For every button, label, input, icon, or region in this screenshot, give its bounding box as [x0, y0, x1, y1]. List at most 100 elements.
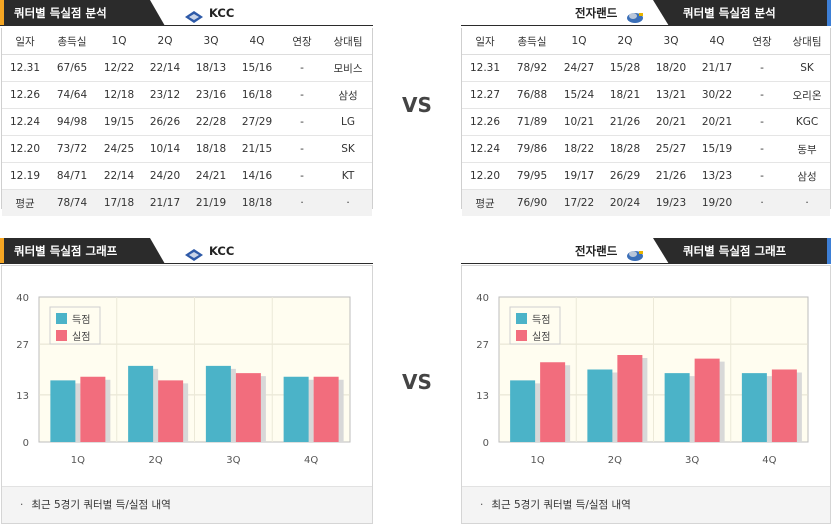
right-team: 전자랜드 [575, 0, 645, 26]
table-cell: 12.19 [2, 162, 48, 190]
y-tick-label: 40 [16, 293, 29, 304]
table-cell: - [280, 54, 324, 82]
right-stats-table: 일자 총득실 1Q 2Q 3Q 4Q 연장 상대팀 12.31 78/92 24/27 15/28 1… [462, 28, 830, 216]
table-cell: 24/20 [142, 162, 188, 190]
table-cell: LG [324, 108, 372, 136]
table-cell: 25/27 [648, 135, 694, 163]
left-graph-header: 쿼터별 득실점 그래프 KCC [0, 238, 373, 264]
allowed-legend-swatch [516, 330, 527, 341]
left-col-header: 2Q [142, 28, 188, 55]
table-cell: 18/22 [556, 135, 602, 163]
table-cell: - [740, 108, 784, 136]
table-cell: 15/19 [694, 135, 740, 163]
table-cell: KT [324, 162, 372, 190]
table-cell: 74/64 [48, 81, 96, 109]
right-col-header: 4Q [694, 28, 740, 55]
average-row: 평균 78/74 17/18 21/17 21/19 18/18 · · [2, 189, 372, 216]
x-tick-label: 2Q [149, 455, 163, 466]
right-graph-team-name: 전자랜드 [575, 244, 618, 258]
table-cell: - [280, 135, 324, 163]
y-tick-label: 40 [476, 293, 489, 304]
table-row: 12.26 74/64 12/18 23/12 23/16 16/18- 삼성 [2, 81, 372, 109]
table-cell: 15/28 [602, 54, 648, 82]
table-cell: 27/29 [234, 108, 280, 136]
table-row: 12.24 79/86 18/22 18/28 25/27 15/19- 동부 [462, 135, 830, 163]
table-cell: 12.31 [2, 54, 48, 82]
average-cell: 평균 [462, 189, 508, 216]
scored-bar [50, 380, 76, 442]
left-chart-footer-text: 최근 5경기 쿼터별 득/실점 내역 [31, 499, 171, 511]
table-cell: 76/88 [508, 81, 556, 109]
y-tick-label: 13 [16, 391, 29, 402]
average-cell: · [784, 189, 830, 216]
allowed-bar [158, 380, 184, 442]
table-cell: 10/21 [556, 108, 602, 136]
left-col-header: 일자 [2, 28, 48, 55]
legend-label: 실점 [72, 331, 90, 343]
table-cell: 79/95 [508, 162, 556, 190]
table-cell: 84/71 [48, 162, 96, 190]
table-cell: - [740, 135, 784, 163]
left-graph-divider [0, 263, 373, 264]
table-cell: 23/12 [142, 81, 188, 109]
scored-legend-swatch [56, 313, 67, 324]
table-cell: 18/13 [188, 54, 234, 82]
table-cell: 30/22 [694, 81, 740, 109]
right-header-divider [461, 25, 831, 26]
y-tick-label: 27 [16, 340, 29, 351]
vs-label-bottom: VS [402, 370, 432, 394]
table-cell: 79/86 [508, 135, 556, 163]
scored-bar [205, 365, 231, 442]
table-row: 12.31 78/92 24/27 15/28 18/20 21/17- SK [462, 54, 830, 82]
table-row: 12.20 73/72 24/25 10/14 18/18 21/15- SK [2, 135, 372, 163]
table-cell: 12/18 [96, 81, 142, 109]
bullet-icon: · [20, 499, 24, 511]
table-row: 12.27 76/88 15/24 18/21 13/21 30/22- 오리온 [462, 81, 830, 109]
legend-label: 득점 [72, 314, 90, 326]
average-cell: 18/18 [234, 189, 280, 216]
right-col-header: 총득실 [508, 28, 556, 55]
table-cell: 모비스 [324, 54, 372, 82]
y-tick-label: 13 [476, 391, 489, 402]
table-cell: 94/98 [48, 108, 96, 136]
elephants-logo-icon [625, 7, 645, 23]
right-col-header: 일자 [462, 28, 508, 55]
table-cell: 73/72 [48, 135, 96, 163]
table-cell: 21/15 [234, 135, 280, 163]
table-cell: 15/16 [234, 54, 280, 82]
table-cell: KGC [784, 108, 830, 136]
scored-bar [664, 373, 690, 442]
average-cell: 78/74 [48, 189, 96, 216]
right-chart-footer: · 최근 5경기 쿼터별 득/실점 내역 [462, 486, 830, 523]
allowed-bar [313, 376, 339, 442]
table-cell: 오리온 [784, 81, 830, 109]
table-cell: 16/18 [234, 81, 280, 109]
table-cell: 18/28 [602, 135, 648, 163]
right-col-header: 상대팀 [784, 28, 830, 55]
average-cell: 19/20 [694, 189, 740, 216]
table-cell: 동부 [784, 135, 830, 163]
table-cell: 13/21 [648, 81, 694, 109]
table-cell: 12/22 [96, 54, 142, 82]
average-cell: 21/17 [142, 189, 188, 216]
table-cell: 14/16 [234, 162, 280, 190]
table-cell: 18/21 [602, 81, 648, 109]
table-row: 12.20 79/95 19/17 26/29 21/26 13/23- 삼성 [462, 162, 830, 190]
table-cell: 12.26 [462, 108, 508, 136]
table-cell: 24/27 [556, 54, 602, 82]
left-col-header: 총득실 [48, 28, 96, 55]
y-tick-label: 0 [483, 438, 489, 449]
right-graph-title: 쿼터별 득실점 그래프 [653, 238, 831, 264]
left-graph-team-name: KCC [209, 244, 235, 258]
vs-label-top: VS [402, 93, 432, 117]
allowed-bar [617, 355, 643, 442]
scored-legend-swatch [516, 313, 527, 324]
average-cell: 21/19 [188, 189, 234, 216]
table-cell: 20/21 [648, 108, 694, 136]
table-cell: 12.24 [2, 108, 48, 136]
right-col-header: 연장 [740, 28, 784, 55]
average-cell: 20/24 [602, 189, 648, 216]
